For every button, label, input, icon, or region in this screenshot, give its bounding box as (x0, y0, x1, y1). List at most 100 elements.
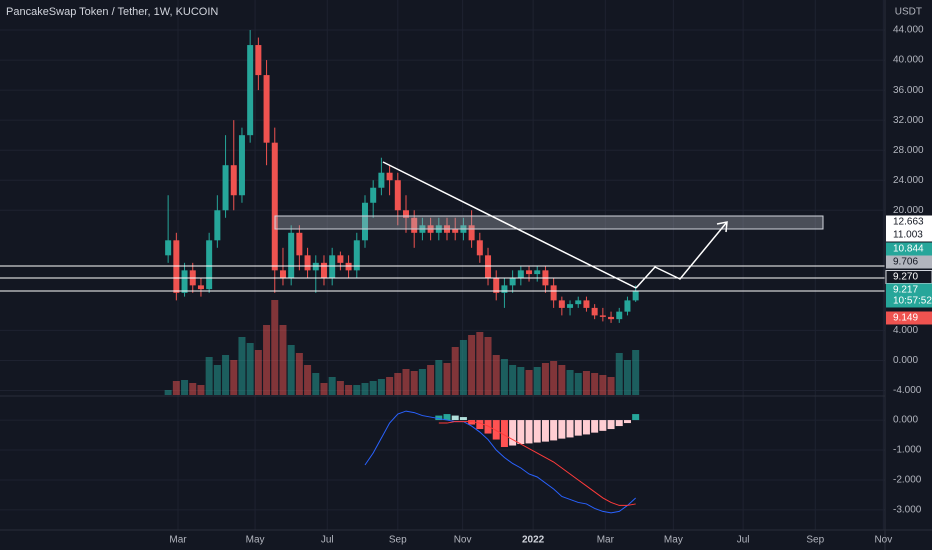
candle-body (345, 262, 352, 271)
candle-body (386, 172, 393, 181)
candle-body (312, 262, 319, 271)
x-tick-label: May (664, 535, 683, 546)
y-tick-label: 24.000 (893, 175, 924, 186)
volume-bar (279, 325, 287, 395)
x-tick-label: May (246, 535, 265, 546)
volume-bar (205, 357, 213, 395)
macd-histogram-bar (566, 420, 574, 438)
y-tick-label: 20.000 (893, 205, 924, 216)
zone-rectangle (274, 215, 824, 230)
candle-body (238, 135, 245, 196)
macd-histogram-bar (591, 420, 599, 433)
volume-bar (181, 380, 189, 395)
x-tick-label: Sep (389, 535, 407, 546)
volume-bar (328, 377, 336, 395)
volume-bar (541, 363, 549, 395)
y-tick-label: 0.000 (893, 355, 918, 366)
trend-line (382, 161, 637, 289)
x-tick-label: Nov (874, 535, 892, 546)
arrow-head (716, 221, 728, 233)
volume-bar (189, 383, 197, 395)
x-tick-label: 2022 (522, 535, 545, 546)
macd-histogram-bar (435, 415, 443, 421)
macd-histogram-bar (525, 420, 533, 444)
volume-bar (336, 381, 344, 395)
volume-bar (591, 373, 599, 395)
candle-body (165, 240, 172, 256)
candle-body (230, 165, 237, 196)
candle-body (304, 255, 311, 271)
volume-bar (443, 363, 451, 395)
y-tick-label: 28.000 (893, 145, 924, 156)
candle-body (476, 240, 483, 256)
volume-bar (345, 385, 353, 395)
volume-bar (484, 337, 492, 395)
volume-bar (353, 385, 361, 395)
volume-bar (164, 390, 172, 395)
volume-bar (304, 365, 312, 395)
candle-body (468, 225, 475, 241)
volume-bar (550, 361, 558, 395)
candle-body (550, 285, 557, 301)
candle-body (296, 232, 303, 256)
volume-bar (263, 325, 271, 395)
volume-bar (287, 345, 295, 395)
candle-body (583, 300, 590, 308)
volume-bar (558, 365, 566, 395)
volume-bar (172, 381, 180, 395)
volume-bar (254, 350, 262, 395)
volume-bar (517, 367, 525, 395)
macd-line (364, 410, 636, 514)
macd-tick-label: -2.000 (893, 475, 922, 486)
macd-histogram-bar (459, 417, 467, 421)
macd-histogram-bar (582, 420, 590, 435)
candle-body (509, 277, 516, 286)
price-tag-label: 9.217 (893, 285, 918, 296)
candle-body (526, 270, 533, 275)
volume-bar (213, 365, 221, 395)
y-tick-label: -4.000 (893, 385, 922, 396)
price-tag-label: 12.663 (893, 217, 924, 228)
candle-body (591, 307, 598, 316)
drawings (0, 161, 885, 292)
candle-body (197, 285, 204, 290)
volume-bar (402, 369, 410, 395)
x-tick-label: Jul (321, 535, 334, 546)
candle-body (271, 142, 278, 271)
x-tick-label: Jul (737, 535, 750, 546)
volume-bar (582, 371, 590, 395)
macd-tick-label: 0.000 (893, 415, 918, 426)
volume-bar (574, 373, 582, 395)
volume-bar (394, 373, 402, 395)
marks (164, 30, 640, 514)
macd-histogram-bar (533, 420, 541, 443)
volume-bar (476, 332, 484, 395)
countdown: 10:57:52 (893, 296, 932, 307)
price-tag (886, 228, 932, 242)
macd-histogram-bar (476, 420, 484, 430)
price-tag-label: 9.149 (893, 313, 918, 324)
candle-body (534, 270, 541, 275)
macd-histogram-bar (451, 415, 459, 421)
x-tick-label: Nov (454, 535, 472, 546)
candle-body (567, 304, 574, 308)
candle-body (501, 285, 508, 293)
macd-histogram-bar (443, 414, 451, 421)
volume-bar (623, 360, 631, 395)
price-tag-label: 10.844 (893, 244, 924, 255)
candle-body (320, 262, 327, 278)
volume-bar (599, 375, 607, 395)
macd-histogram-bar (599, 420, 607, 431)
volume-bar (615, 353, 623, 395)
macd-histogram-bar (492, 420, 500, 440)
candle-body (616, 311, 623, 320)
macd-histogram-bar (615, 420, 623, 427)
volume-bar (607, 377, 615, 395)
volume-bar (320, 383, 328, 395)
candle-body (255, 45, 262, 76)
candle-body (337, 255, 344, 263)
volume-bar (632, 350, 640, 395)
candle-body (206, 240, 213, 290)
macd-histogram-bar (558, 420, 566, 439)
volume-bar (377, 379, 385, 395)
